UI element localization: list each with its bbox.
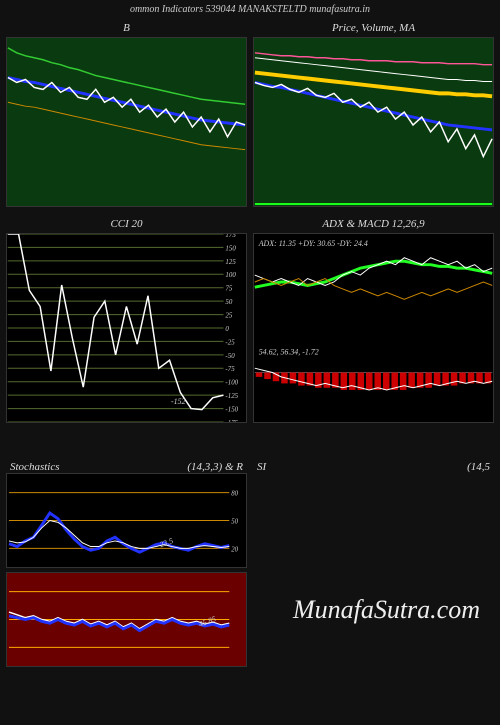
svg-text:80: 80 bbox=[231, 491, 238, 498]
adx-title: ADX & MACD 12,26,9 bbox=[253, 215, 494, 233]
svg-text:ADX: 11.35 +DY: 30.65 -DY: 24.: ADX: 11.35 +DY: 30.65 -DY: 24.4 bbox=[258, 239, 368, 248]
svg-text:-175: -175 bbox=[225, 420, 238, 422]
row-3: Stochastics (14,3,3) & R 80502023.5 45.8… bbox=[0, 461, 500, 667]
svg-text:-75: -75 bbox=[225, 366, 235, 373]
stoch-chart: 80502023.5 bbox=[6, 473, 247, 568]
svg-text:-125: -125 bbox=[225, 393, 238, 400]
stoch-title: Stochastics (14,3,3) & R bbox=[6, 461, 247, 473]
cci-chart: -175 -150 -125 -100 -75 -50 -25 0 25 50 75 100 125 15… bbox=[6, 233, 247, 423]
ma-chart bbox=[253, 37, 494, 207]
svg-text:25: 25 bbox=[225, 313, 232, 320]
cci-title: CCI 20 bbox=[6, 215, 247, 233]
page-header: ommon Indicators 539044 MANAKSTELTD muna… bbox=[0, 0, 500, 19]
svg-text:-25: -25 bbox=[225, 339, 235, 346]
svg-text:-50: -50 bbox=[225, 353, 235, 360]
svg-text:54.62, 56.34, -1.72: 54.62, 56.34, -1.72 bbox=[259, 348, 319, 357]
watermark: MunafaSutra.com bbox=[293, 595, 480, 625]
rsi-title: SI (14,5 bbox=[253, 461, 494, 473]
svg-text:125: 125 bbox=[225, 259, 236, 266]
rsi-title-left: SI bbox=[257, 461, 266, 473]
bb-chart bbox=[6, 37, 247, 207]
svg-text:75: 75 bbox=[225, 286, 232, 293]
adx-chart: ADX: 11.35 +DY: 30.65 -DY: 24.4 54.62, 56… bbox=[253, 233, 494, 423]
bb-title: B bbox=[6, 19, 247, 37]
svg-text:50: 50 bbox=[225, 299, 232, 306]
ma-title: Price, Volume, MA bbox=[253, 19, 494, 37]
row-1: B Price, Volume, MA bbox=[0, 19, 500, 207]
svg-text:20: 20 bbox=[231, 546, 238, 553]
svg-text:175: 175 bbox=[225, 234, 236, 239]
rsi-title-right: (14,5 bbox=[467, 461, 490, 473]
svg-text:150: 150 bbox=[225, 245, 236, 252]
svg-text:0: 0 bbox=[225, 326, 229, 333]
rsi-chart: 45.85 bbox=[6, 572, 247, 667]
row-2: CCI 20 -175 -150 -125 -100 -75 -50 -25 0 25 50 75 1… bbox=[0, 215, 500, 423]
svg-text:-150: -150 bbox=[225, 407, 238, 414]
stoch-title-left: Stochastics bbox=[10, 461, 60, 473]
svg-text:100: 100 bbox=[225, 272, 236, 279]
stoch-title-right: (14,3,3) & R bbox=[187, 461, 243, 473]
svg-text:-100: -100 bbox=[225, 380, 238, 387]
svg-text:50: 50 bbox=[231, 518, 238, 525]
svg-text:-152: -152 bbox=[171, 397, 186, 406]
